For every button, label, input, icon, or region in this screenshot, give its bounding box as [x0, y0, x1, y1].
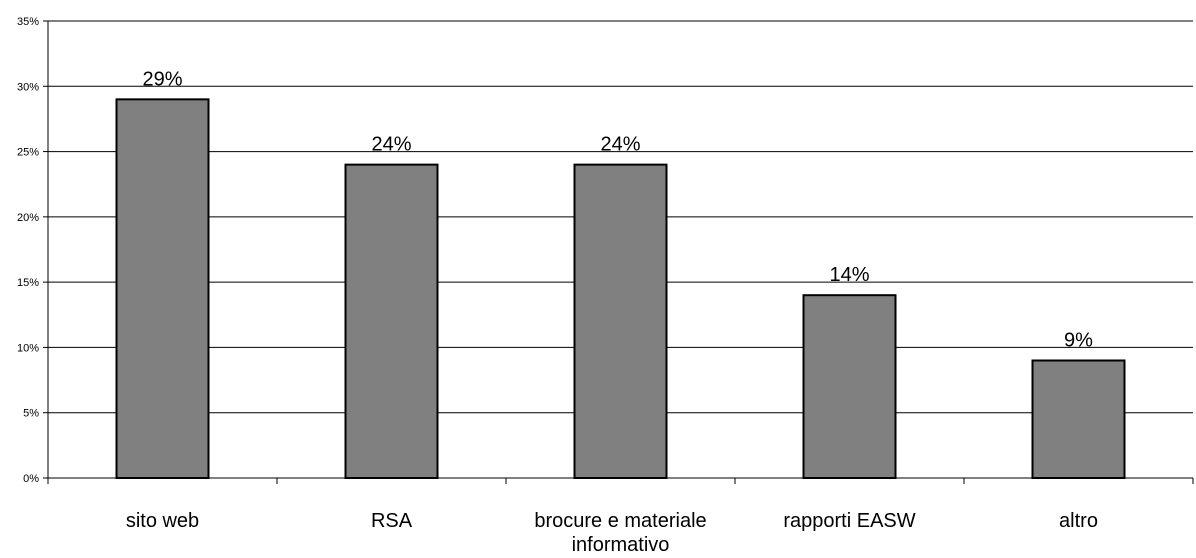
- y-tick-label: 35%: [17, 16, 39, 28]
- x-tick-label: sito web: [126, 510, 199, 532]
- x-tick-label: RSA: [371, 510, 413, 532]
- category-labels: sito web RSA brocure e materialeinformativ…: [126, 510, 1098, 556]
- x-tick-label: altro: [1059, 510, 1098, 532]
- bar: [344, 163, 439, 479]
- data-label: 24%: [371, 134, 411, 156]
- bar: [115, 98, 210, 479]
- bars: [115, 98, 1126, 480]
- y-tick-label: 0%: [23, 473, 39, 485]
- data-labels: 29% 24% 24% 14% 9%: [142, 68, 1093, 351]
- y-tick-label: 5%: [23, 408, 39, 420]
- x-tick-label: brocure e materiale: [534, 510, 706, 532]
- y-tick-label: 25%: [17, 147, 39, 159]
- data-label: 29%: [142, 68, 182, 90]
- x-tick-label: informativo: [572, 534, 670, 556]
- x-tick-label: rapporti EASW: [783, 510, 915, 532]
- bar: [573, 163, 668, 479]
- data-label: 14%: [829, 264, 869, 286]
- data-label: 9%: [1064, 329, 1093, 351]
- y-axis: 0% 5% 10% 15% 20% 25% 30% 35%: [17, 16, 49, 485]
- y-tick-label: 15%: [17, 277, 39, 289]
- bar: [1031, 359, 1126, 479]
- data-label: 24%: [600, 134, 640, 156]
- y-tick-label: 10%: [17, 342, 39, 354]
- y-tick-label: 30%: [17, 81, 39, 93]
- y-tick-label: 20%: [17, 212, 39, 224]
- bar: [802, 294, 897, 480]
